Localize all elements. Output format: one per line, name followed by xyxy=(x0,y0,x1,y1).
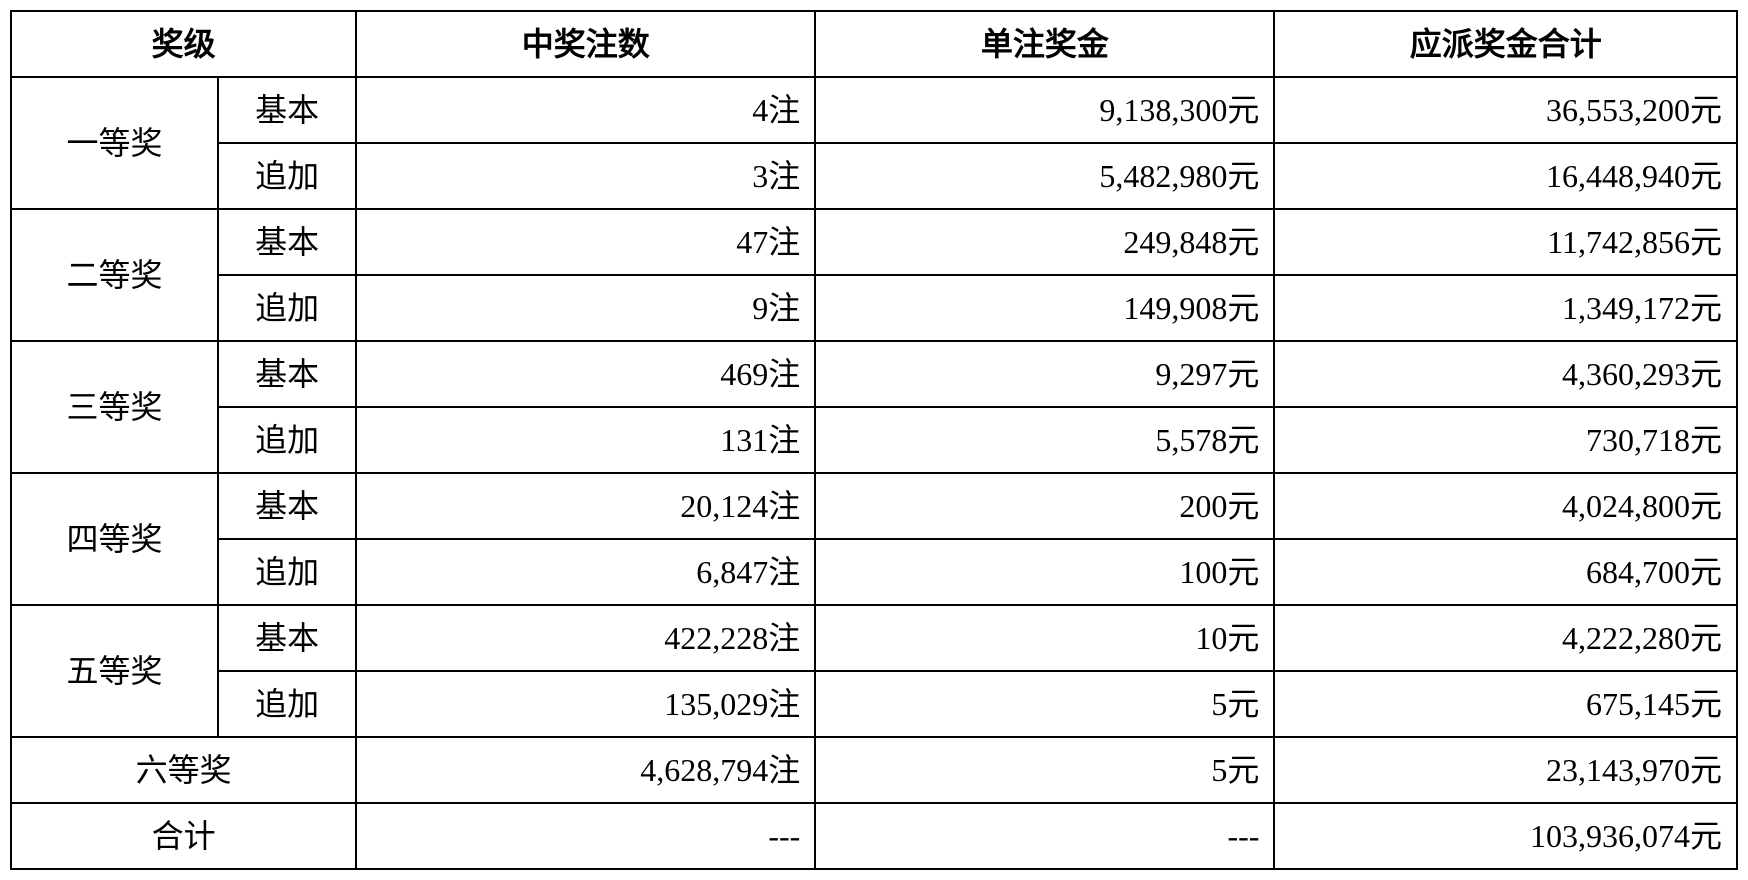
count-cell: 20,124注 xyxy=(356,473,815,539)
prize-level-cell: 五等奖 xyxy=(11,605,218,737)
header-total-payout: 应派奖金合计 xyxy=(1274,11,1737,77)
per-cell: 9,297元 xyxy=(815,341,1274,407)
summary-count-cell: --- xyxy=(356,803,815,869)
total-cell: 36,553,200元 xyxy=(1274,77,1737,143)
subtype-cell: 追加 xyxy=(218,143,356,209)
subtype-cell: 追加 xyxy=(218,671,356,737)
header-winning-count: 中奖注数 xyxy=(356,11,815,77)
subtype-cell: 追加 xyxy=(218,539,356,605)
header-prize-level: 奖级 xyxy=(11,11,356,77)
subtype-cell: 基本 xyxy=(218,77,356,143)
per-cell: 5元 xyxy=(815,671,1274,737)
per-cell: 5,482,980元 xyxy=(815,143,1274,209)
subtype-cell: 基本 xyxy=(218,341,356,407)
total-cell: 675,145元 xyxy=(1274,671,1737,737)
total-cell: 4,024,800元 xyxy=(1274,473,1737,539)
table-row: 追加 9注 149,908元 1,349,172元 xyxy=(11,275,1737,341)
count-cell: 131注 xyxy=(356,407,815,473)
total-cell: 730,718元 xyxy=(1274,407,1737,473)
count-cell: 47注 xyxy=(356,209,815,275)
count-cell: 135,029注 xyxy=(356,671,815,737)
table-row: 二等奖 基本 47注 249,848元 11,742,856元 xyxy=(11,209,1737,275)
total-cell: 4,222,280元 xyxy=(1274,605,1737,671)
total-cell: 684,700元 xyxy=(1274,539,1737,605)
header-per-bet: 单注奖金 xyxy=(815,11,1274,77)
total-cell: 23,143,970元 xyxy=(1274,737,1737,803)
table-row: 追加 135,029注 5元 675,145元 xyxy=(11,671,1737,737)
table-row: 六等奖 4,628,794注 5元 23,143,970元 xyxy=(11,737,1737,803)
prize-level-cell: 一等奖 xyxy=(11,77,218,209)
per-cell: 5,578元 xyxy=(815,407,1274,473)
total-cell: 16,448,940元 xyxy=(1274,143,1737,209)
total-cell: 1,349,172元 xyxy=(1274,275,1737,341)
table-row: 追加 6,847注 100元 684,700元 xyxy=(11,539,1737,605)
subtype-cell: 追加 xyxy=(218,407,356,473)
per-cell: 149,908元 xyxy=(815,275,1274,341)
table-row: 三等奖 基本 469注 9,297元 4,360,293元 xyxy=(11,341,1737,407)
table-row: 一等奖 基本 4注 9,138,300元 36,553,200元 xyxy=(11,77,1737,143)
count-cell: 3注 xyxy=(356,143,815,209)
subtype-cell: 基本 xyxy=(218,605,356,671)
subtype-cell: 基本 xyxy=(218,209,356,275)
per-cell: 200元 xyxy=(815,473,1274,539)
count-cell: 4,628,794注 xyxy=(356,737,815,803)
summary-row: 合计 --- --- 103,936,074元 xyxy=(11,803,1737,869)
count-cell: 422,228注 xyxy=(356,605,815,671)
per-cell: 9,138,300元 xyxy=(815,77,1274,143)
per-cell: 249,848元 xyxy=(815,209,1274,275)
per-cell: 100元 xyxy=(815,539,1274,605)
total-cell: 4,360,293元 xyxy=(1274,341,1737,407)
count-cell: 469注 xyxy=(356,341,815,407)
per-cell: 10元 xyxy=(815,605,1274,671)
summary-label-cell: 合计 xyxy=(11,803,356,869)
prize-level-cell: 四等奖 xyxy=(11,473,218,605)
count-cell: 9注 xyxy=(356,275,815,341)
table-row: 五等奖 基本 422,228注 10元 4,222,280元 xyxy=(11,605,1737,671)
count-cell: 6,847注 xyxy=(356,539,815,605)
table-row: 四等奖 基本 20,124注 200元 4,024,800元 xyxy=(11,473,1737,539)
table-row: 追加 3注 5,482,980元 16,448,940元 xyxy=(11,143,1737,209)
table-header-row: 奖级 中奖注数 单注奖金 应派奖金合计 xyxy=(11,11,1737,77)
prize-level-cell: 三等奖 xyxy=(11,341,218,473)
prize-level-cell: 六等奖 xyxy=(11,737,356,803)
per-cell: 5元 xyxy=(815,737,1274,803)
total-cell: 11,742,856元 xyxy=(1274,209,1737,275)
prize-level-cell: 二等奖 xyxy=(11,209,218,341)
subtype-cell: 基本 xyxy=(218,473,356,539)
subtype-cell: 追加 xyxy=(218,275,356,341)
summary-per-cell: --- xyxy=(815,803,1274,869)
lottery-prize-table: 奖级 中奖注数 单注奖金 应派奖金合计 一等奖 基本 4注 9,138,300元… xyxy=(10,10,1738,870)
table-row: 追加 131注 5,578元 730,718元 xyxy=(11,407,1737,473)
count-cell: 4注 xyxy=(356,77,815,143)
summary-total-cell: 103,936,074元 xyxy=(1274,803,1737,869)
